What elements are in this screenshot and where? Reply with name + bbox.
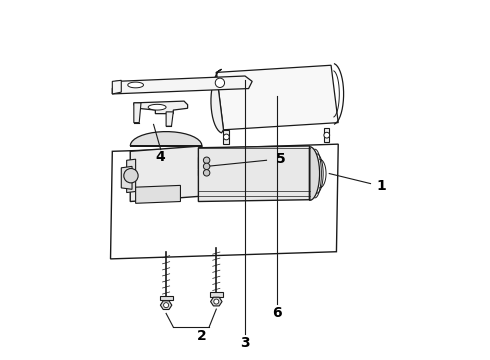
Text: 6: 6 xyxy=(272,306,282,320)
Text: 4: 4 xyxy=(156,150,166,164)
Polygon shape xyxy=(122,166,132,189)
Circle shape xyxy=(215,78,224,87)
Polygon shape xyxy=(130,132,202,146)
Polygon shape xyxy=(166,112,173,126)
Polygon shape xyxy=(310,147,319,201)
Polygon shape xyxy=(211,297,222,306)
Polygon shape xyxy=(130,146,202,202)
Polygon shape xyxy=(211,69,223,133)
Polygon shape xyxy=(198,146,310,202)
Circle shape xyxy=(124,168,138,183)
Circle shape xyxy=(164,303,169,308)
Polygon shape xyxy=(198,157,207,163)
Circle shape xyxy=(324,132,330,138)
Polygon shape xyxy=(148,104,166,110)
Polygon shape xyxy=(198,163,207,169)
Text: 5: 5 xyxy=(276,152,286,166)
Circle shape xyxy=(203,157,210,163)
Polygon shape xyxy=(134,103,141,123)
Polygon shape xyxy=(324,128,329,142)
Text: 2: 2 xyxy=(197,329,207,343)
Text: 1: 1 xyxy=(376,179,386,193)
Polygon shape xyxy=(128,82,144,88)
Polygon shape xyxy=(198,170,207,176)
Polygon shape xyxy=(112,80,122,94)
Polygon shape xyxy=(126,159,136,193)
Polygon shape xyxy=(160,296,172,300)
Circle shape xyxy=(203,163,210,170)
Text: 3: 3 xyxy=(240,336,250,350)
Polygon shape xyxy=(160,301,172,310)
Circle shape xyxy=(223,134,229,140)
Circle shape xyxy=(203,170,210,176)
Polygon shape xyxy=(216,65,338,130)
Polygon shape xyxy=(134,101,188,114)
Polygon shape xyxy=(112,76,252,94)
Polygon shape xyxy=(210,292,223,297)
Circle shape xyxy=(214,299,219,304)
Polygon shape xyxy=(136,185,180,203)
Polygon shape xyxy=(223,130,229,144)
